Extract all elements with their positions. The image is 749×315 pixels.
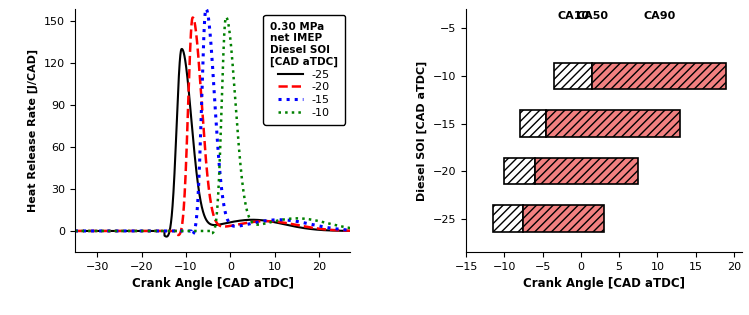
Line: -15: -15 (75, 9, 351, 234)
-25 (188, 132, 197, 136)
-10 (102, 229, 111, 233)
-20 (174, 233, 183, 237)
-15 (188, 232, 197, 236)
-25 (311, 228, 320, 232)
Line: -10: -10 (75, 17, 351, 233)
-15 (70, 229, 79, 233)
-10 (222, 15, 231, 19)
-15 (201, 7, 210, 11)
-10 (188, 229, 197, 233)
-25 (178, 47, 187, 51)
-20 (346, 229, 355, 232)
Bar (504, 158, 535, 185)
Bar (554, 63, 592, 89)
-15 (118, 229, 127, 233)
-10 (118, 229, 127, 233)
Bar (535, 158, 638, 185)
-15 (187, 232, 196, 236)
-25 (341, 229, 350, 233)
Text: CA10: CA10 (557, 11, 589, 21)
Line: -25: -25 (75, 49, 351, 237)
-15 (346, 228, 355, 232)
Bar (524, 205, 604, 232)
Bar (546, 110, 680, 137)
-20 (188, 16, 197, 20)
-20 (341, 229, 350, 232)
-10 (207, 231, 216, 235)
-25 (346, 229, 355, 233)
-25 (176, 51, 185, 54)
-20 (311, 226, 320, 230)
-10 (176, 229, 185, 233)
-10 (70, 229, 79, 233)
-25 (102, 229, 111, 233)
-25 (118, 229, 127, 233)
-10 (341, 225, 350, 229)
Line: -20: -20 (75, 18, 351, 235)
Y-axis label: Heat Release Rate [J/CAD]: Heat Release Rate [J/CAD] (28, 49, 38, 212)
-15 (341, 228, 350, 232)
X-axis label: Crank Angle [CAD aTDC]: Crank Angle [CAD aTDC] (523, 277, 685, 290)
-25 (162, 235, 171, 238)
Y-axis label: Diesel SOI [CAD aTDC]: Diesel SOI [CAD aTDC] (417, 60, 427, 201)
-15 (102, 229, 111, 233)
-15 (176, 229, 185, 233)
-25 (70, 229, 79, 233)
-10 (346, 226, 355, 230)
-20 (176, 230, 185, 234)
Legend: -25, -20, -15, -10: -25, -20, -15, -10 (264, 15, 345, 124)
-10 (311, 219, 320, 222)
-20 (102, 229, 111, 233)
Text: CA50: CA50 (576, 11, 608, 21)
Text: CA90: CA90 (643, 11, 676, 21)
-20 (118, 229, 127, 233)
Bar (493, 205, 524, 232)
Bar (592, 63, 727, 89)
-20 (70, 229, 79, 233)
Bar (520, 110, 546, 137)
X-axis label: Crank Angle [CAD aTDC]: Crank Angle [CAD aTDC] (132, 277, 294, 290)
-20 (188, 16, 197, 20)
-15 (311, 223, 320, 227)
